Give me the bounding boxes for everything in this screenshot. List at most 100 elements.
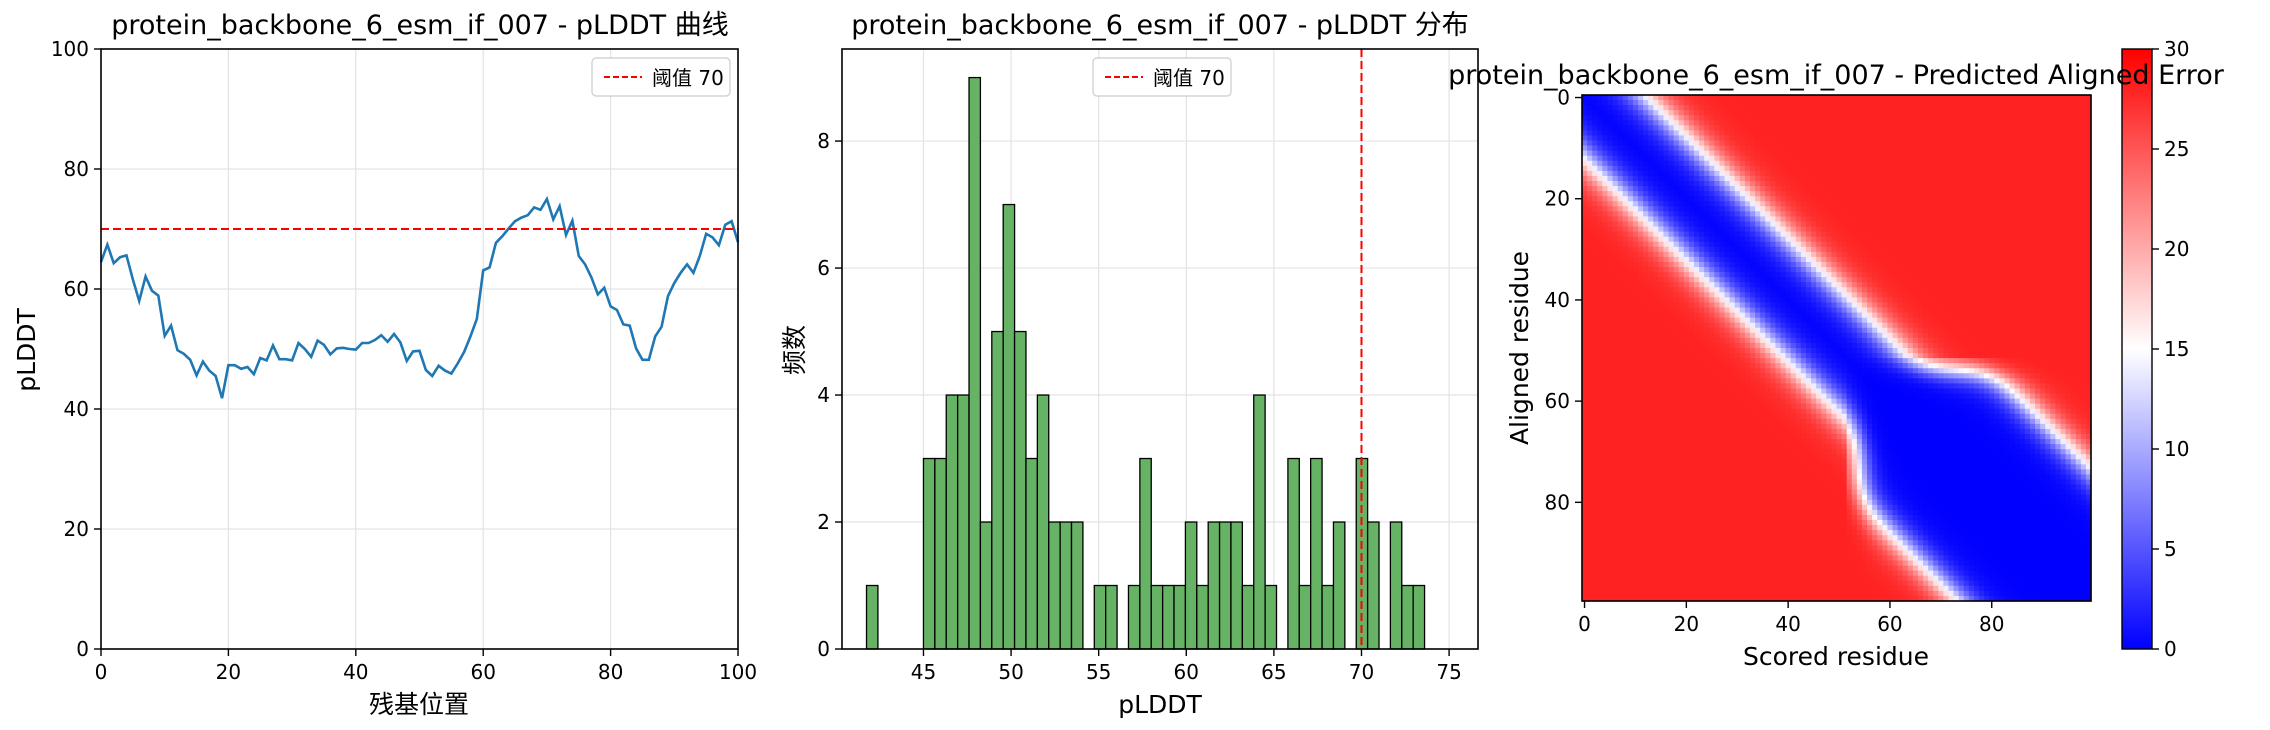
pae-heatmap-cell bbox=[1785, 135, 1792, 142]
pae-heatmap-cell bbox=[1826, 236, 1833, 243]
pae-heatmap-cell bbox=[1668, 297, 1675, 304]
pae-heatmap-cell bbox=[1989, 120, 1995, 126]
pae-heatmap-cell bbox=[1693, 175, 1700, 182]
pae-heatmap-cell bbox=[1632, 140, 1639, 147]
pae-heatmap-cell bbox=[1597, 261, 1603, 268]
pae-heatmap-cell bbox=[1892, 256, 1899, 263]
pae-heatmap-cell bbox=[1622, 221, 1629, 228]
pae-heatmap-cell bbox=[1902, 246, 1909, 253]
pae-heatmap-cell bbox=[1994, 125, 2000, 132]
pae-heatmap-cell bbox=[1622, 287, 1629, 293]
pae-heatmap-cell bbox=[2009, 135, 2016, 142]
pae-heatmap-cell bbox=[2009, 140, 2016, 147]
pae-heatmap-cell bbox=[1632, 155, 1639, 162]
pae-heatmap-cell bbox=[1979, 251, 1985, 258]
pae-heatmap-cell bbox=[1790, 110, 1797, 116]
pae-heatmap-cell bbox=[2035, 241, 2041, 248]
pae-heatmap-cell bbox=[1953, 287, 1960, 293]
pae-heatmap-cell bbox=[2060, 160, 2067, 167]
pae-heatmap-cell bbox=[1592, 105, 1598, 111]
pae-heatmap-cell bbox=[1587, 312, 1593, 319]
pae-heatmap-cell bbox=[1637, 236, 1644, 243]
pae-heatmap-cell bbox=[2045, 160, 2051, 167]
pae-heatmap-cell bbox=[1597, 155, 1603, 162]
pae-heatmap-cell bbox=[1897, 282, 1904, 288]
pae-heatmap-cell bbox=[2075, 196, 2082, 202]
pae-heatmap-cell bbox=[1714, 272, 1721, 278]
pae-heatmap-cell bbox=[1602, 120, 1609, 126]
pae-heatmap-cell bbox=[1587, 135, 1593, 142]
pae-heatmap-cell bbox=[1607, 277, 1614, 283]
pae-heatmap-cell bbox=[2060, 155, 2067, 162]
pae-heatmap-cell bbox=[1917, 287, 1924, 293]
pae-heatmap-cell bbox=[1699, 241, 1705, 248]
pae-heatmap-cell bbox=[1775, 115, 1782, 121]
pae-heatmap-cell bbox=[1968, 115, 1975, 121]
pae-heatmap-cell bbox=[1943, 236, 1950, 243]
pae-heatmap-cell bbox=[1622, 246, 1629, 253]
pae-heatmap-cell bbox=[1831, 165, 1838, 172]
pae-heatmap-cell bbox=[1861, 236, 1868, 243]
pae-heatmap-cell bbox=[1724, 307, 1731, 314]
pae-heatmap-cell bbox=[1785, 297, 1792, 304]
pae-heatmap-cell bbox=[2085, 186, 2092, 192]
pae-heatmap-cell bbox=[1602, 251, 1609, 258]
pae-heatmap-cell bbox=[1861, 292, 1868, 298]
pae-heatmap-cell bbox=[1749, 327, 1756, 334]
pae-heatmap-cell bbox=[1816, 327, 1822, 334]
pae-heatmap-cell bbox=[1760, 120, 1766, 126]
pae-heatmap-cell bbox=[1831, 155, 1838, 162]
pae-heatmap-cell bbox=[1663, 231, 1670, 238]
pae-heatmap-cell bbox=[1851, 322, 1858, 329]
pae-heatmap-cell bbox=[1856, 282, 1863, 288]
pae-heatmap-cell bbox=[1597, 226, 1603, 233]
pae-heatmap-cell bbox=[1897, 226, 1904, 233]
pae-heatmap-cell bbox=[1693, 282, 1700, 288]
pae-heatmap-cell bbox=[1627, 135, 1634, 142]
pae-heatmap-cell bbox=[1882, 236, 1888, 243]
pae-heatmap-cell bbox=[1846, 231, 1853, 238]
pae-heatmap-cell bbox=[1999, 105, 2006, 111]
pae-heatmap-cell bbox=[1917, 130, 1924, 137]
pae-heatmap-cell bbox=[1627, 150, 1634, 157]
pae-heatmap-cell bbox=[1943, 125, 1950, 132]
pae-heatmap-cell bbox=[1877, 105, 1883, 111]
pae-heatmap-cell bbox=[1831, 261, 1838, 268]
pae-heatmap-cell bbox=[1678, 317, 1685, 324]
pae-heatmap-cell bbox=[2009, 201, 2016, 207]
pae-heatmap-cell bbox=[1770, 287, 1777, 293]
pae-heatmap-cell bbox=[1846, 221, 1853, 228]
pae-heatmap-cell bbox=[1800, 155, 1807, 162]
pae-heatmap-cell bbox=[1683, 196, 1690, 202]
pae-heatmap-cell bbox=[1673, 181, 1680, 187]
pae-heatmap-cell bbox=[1602, 246, 1609, 253]
pae-heatmap-cell bbox=[1612, 170, 1619, 177]
pae-heatmap-cell bbox=[2019, 110, 2026, 116]
pae-heatmap-cell bbox=[1923, 236, 1929, 243]
pae-heatmap-cell bbox=[1963, 251, 1970, 258]
pae-heatmap-cell bbox=[2029, 226, 2036, 233]
pae-heatmap-cell bbox=[1872, 307, 1878, 314]
pae-heatmap-cell bbox=[1851, 226, 1858, 233]
pae-heatmap-cell bbox=[1958, 307, 1965, 314]
pae-heatmap-cell bbox=[1856, 140, 1863, 147]
pae-heatmap-cell bbox=[1719, 95, 1726, 101]
pae-heatmap-cell bbox=[2014, 105, 2021, 111]
pae-heatmap-cell bbox=[1973, 95, 1980, 101]
pae-heatmap-cell bbox=[1943, 312, 1950, 319]
pae-heatmap-cell bbox=[1948, 292, 1955, 298]
pae-heatmap-cell bbox=[1739, 196, 1746, 202]
pae-heatmap-cell bbox=[1668, 211, 1675, 218]
pae-heatmap-cell bbox=[1785, 186, 1792, 192]
pae-heatmap-cell bbox=[1897, 251, 1904, 258]
pae-heatmap-cell bbox=[2035, 282, 2041, 288]
pae-heatmap-cell bbox=[2004, 206, 2011, 212]
pae-heatmap-cell bbox=[1933, 211, 1939, 218]
pae-heatmap-cell bbox=[2055, 125, 2062, 132]
pae-heatmap-cell bbox=[1953, 181, 1960, 187]
pae-heatmap-cell bbox=[1643, 206, 1649, 212]
pae-heatmap-cell bbox=[1622, 277, 1629, 283]
pae-heatmap-cell bbox=[1607, 115, 1614, 121]
pae-heatmap-cell bbox=[1627, 201, 1634, 207]
pae-heatmap-cell bbox=[2070, 246, 2077, 253]
